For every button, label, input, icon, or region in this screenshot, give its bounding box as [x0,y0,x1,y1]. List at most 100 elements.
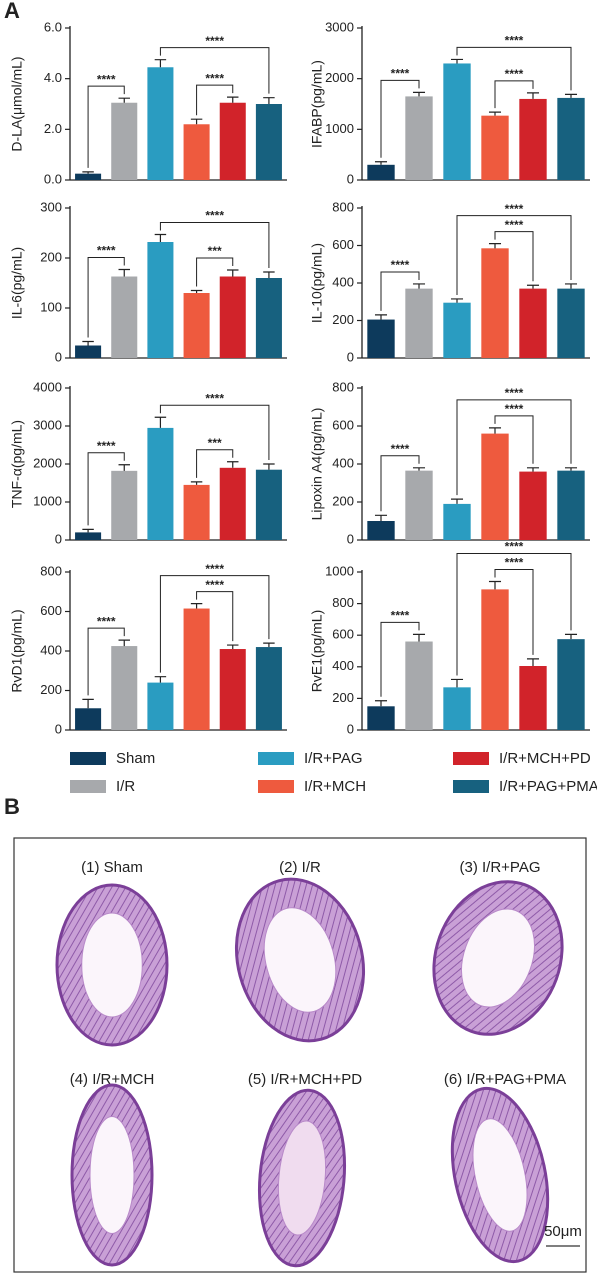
bar [111,470,138,540]
error-bar [374,161,388,165]
bar [443,503,471,540]
bar [443,302,471,358]
error-bar [564,633,578,640]
significance-label: **** [391,609,410,623]
bar [367,521,395,540]
bar [75,345,102,358]
legend-label: I/R [116,778,135,795]
error-bar [488,111,502,116]
error-bar [374,314,388,320]
y-axis-label: D-LA(μmol/mL) [9,56,25,151]
bar [557,288,585,358]
panel-label: B [4,794,20,819]
y-tick-label: 6.0 [44,19,62,34]
significance-bracket [87,452,125,526]
y-tick-label: 600 [332,237,354,252]
significance-label: *** [208,436,222,450]
y-tick-label: 3000 [33,417,62,432]
legend-label: I/R+PAG [304,750,363,767]
image-caption: (4) I/R+MCH [70,1071,155,1088]
error-bar [118,97,130,103]
significance-label: *** [208,244,222,258]
error-bar [564,93,578,98]
y-tick-label: 400 [332,455,354,470]
bar [147,242,174,358]
legend-swatch [258,752,294,765]
bar [405,288,433,358]
error-bar [374,700,388,707]
error-bar [412,283,426,289]
legend-swatch [70,780,106,793]
y-tick-label: 3000 [325,19,354,34]
significance-bracket [494,231,534,282]
error-bar [488,427,502,434]
error-bar [227,269,239,277]
scale-bar-label: 50μm [544,1223,582,1240]
y-tick-label: 800 [332,199,354,214]
error-bar [82,528,94,533]
error-bar [118,268,130,277]
significance-bracket [196,84,234,116]
error-bar [564,467,578,471]
tissue-image [234,877,366,1043]
bar [255,278,282,358]
bar [557,639,585,730]
error-bar [227,461,239,468]
significance-label: **** [505,34,524,48]
significance-label: **** [205,391,224,405]
significance-label: **** [391,258,410,272]
bar [183,124,210,180]
y-tick-label: 0.0 [44,171,62,186]
y-tick-label: 200 [332,312,354,327]
significance-label: **** [97,439,116,453]
significance-label: **** [391,67,410,81]
significance-bracket [87,85,125,168]
significance-bracket [456,399,572,496]
legend-label: I/R+PAG+PMA [499,778,597,795]
significance-label: **** [205,34,224,48]
error-bar [526,467,540,472]
error-bar [190,118,203,125]
y-axis-label: RvE1(pg/mL) [309,610,325,692]
y-tick-label: 0 [55,349,62,364]
bar [519,666,547,730]
error-bar [526,658,540,667]
legend-label: I/R+MCH+PD [499,750,591,767]
y-tick-label: 200 [40,249,62,264]
significance-bracket [494,415,534,464]
error-bar [154,416,167,428]
y-tick-label: 400 [40,642,62,657]
error-bar [263,463,275,470]
significance-bracket [380,621,420,697]
y-tick-label: 0 [347,531,354,546]
significance-bracket [456,215,572,295]
bar [147,67,174,180]
significance-bracket [196,449,234,478]
y-tick-label: 600 [332,417,354,432]
significance-label: **** [205,209,224,223]
significance-bracket [196,257,234,287]
error-bar [154,233,167,242]
bar [367,706,395,730]
significance-label: **** [505,202,524,216]
significance-bracket [159,222,270,268]
error-bar [190,289,203,293]
significance-label: **** [97,614,116,628]
y-tick-label: 400 [332,274,354,289]
significance-label: **** [505,556,524,570]
y-tick-label: 4.0 [44,70,62,85]
legend-label: I/R+MCH [304,778,366,795]
bar [519,98,547,180]
image-caption: (1) Sham [81,859,143,876]
error-bar [374,514,388,521]
error-bar [450,498,464,504]
y-tick-label: 800 [332,379,354,394]
significance-label: **** [505,67,524,81]
y-tick-label: 200 [40,682,62,697]
bar [219,649,246,730]
bar [481,115,509,180]
bar [147,427,174,540]
bar [405,96,433,180]
bar [481,248,509,358]
